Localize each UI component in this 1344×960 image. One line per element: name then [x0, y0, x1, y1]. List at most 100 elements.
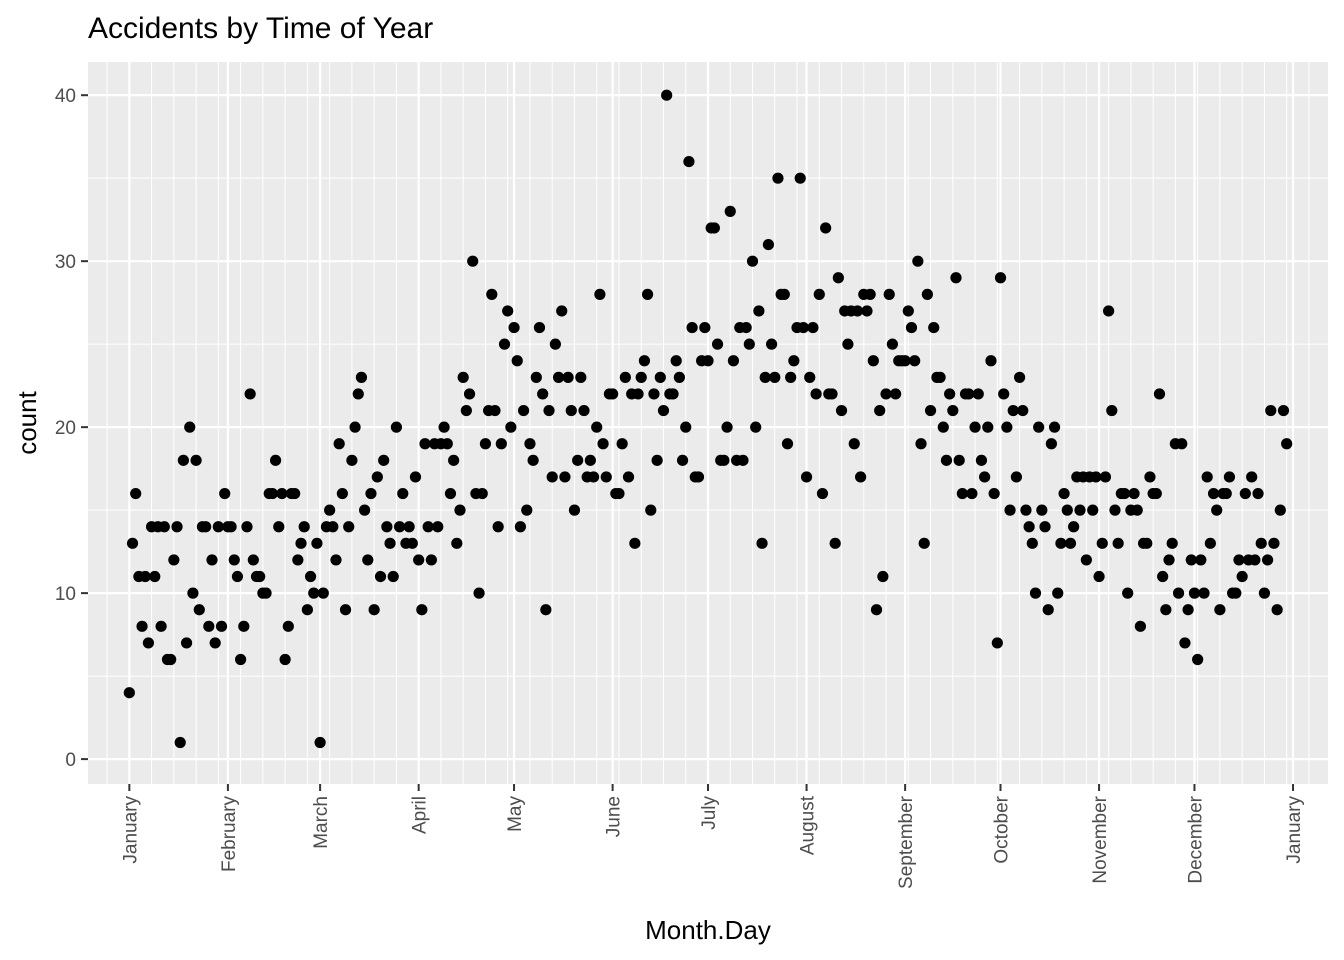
- data-point: [937, 421, 949, 433]
- data-point: [1033, 421, 1045, 433]
- data-point: [362, 554, 374, 566]
- data-point: [1179, 637, 1191, 649]
- data-point: [276, 487, 288, 500]
- data-point: [1201, 471, 1213, 483]
- y-tick-label: 0: [65, 750, 76, 771]
- data-point: [355, 371, 368, 383]
- data-point: [1274, 504, 1286, 516]
- data-point: [425, 554, 437, 566]
- data-point: [486, 288, 498, 300]
- data-point: [524, 438, 536, 450]
- data-point: [683, 155, 695, 168]
- data-point: [311, 537, 323, 549]
- data-point: [1106, 404, 1118, 417]
- data-point: [864, 288, 876, 300]
- data-point: [785, 371, 797, 383]
- data-point: [985, 355, 997, 367]
- data-point: [950, 272, 962, 284]
- data-point: [244, 388, 256, 400]
- data-point: [769, 371, 781, 383]
- data-point: [848, 438, 860, 450]
- data-point: [209, 637, 221, 649]
- data-point: [1096, 537, 1108, 549]
- data-point: [874, 404, 886, 417]
- data-point: [397, 487, 409, 500]
- data-point: [998, 388, 1010, 400]
- data-point: [235, 653, 247, 666]
- data-point: [1271, 604, 1283, 616]
- data-point: [832, 272, 844, 284]
- data-point: [1252, 487, 1264, 500]
- data-point: [1122, 587, 1134, 599]
- data-point: [432, 521, 444, 533]
- data-point: [756, 537, 768, 549]
- data-point: [804, 371, 816, 383]
- data-point: [1220, 487, 1232, 500]
- data-point: [1249, 554, 1261, 566]
- data-point: [800, 471, 813, 483]
- data-point: [451, 537, 463, 549]
- data-point: [180, 637, 193, 649]
- data-point: [622, 471, 635, 483]
- data-point: [444, 487, 457, 500]
- data-point: [638, 355, 651, 367]
- data-point: [1013, 371, 1026, 383]
- data-point: [247, 554, 259, 566]
- data-point: [1052, 587, 1064, 599]
- data-point: [1010, 471, 1023, 483]
- data-point: [368, 604, 380, 616]
- data-point: [136, 620, 148, 632]
- data-point: [1007, 404, 1019, 417]
- data-point: [673, 371, 685, 383]
- data-point: [537, 388, 549, 400]
- data-point: [902, 305, 914, 317]
- data-point: [1118, 487, 1131, 500]
- data-point: [708, 222, 720, 234]
- data-point: [654, 371, 666, 383]
- data-point: [292, 554, 304, 566]
- data-point: [142, 637, 155, 649]
- data-point: [988, 487, 1000, 500]
- y-axis: 0 10 20 30 40: [55, 86, 88, 771]
- data-point: [1281, 438, 1293, 450]
- data-point: [807, 321, 819, 334]
- data-point: [1195, 554, 1207, 566]
- data-point: [1103, 305, 1115, 317]
- data-point: [1068, 521, 1080, 533]
- data-point: [1042, 604, 1054, 616]
- data-point: [597, 438, 609, 450]
- data-point: [956, 487, 968, 500]
- data-point: [409, 471, 422, 483]
- data-point: [699, 321, 711, 334]
- x-tick-label: May: [505, 796, 526, 832]
- data-point: [298, 521, 310, 533]
- data-point: [584, 454, 596, 466]
- data-point: [953, 454, 965, 466]
- x-tick-label: August: [798, 795, 819, 855]
- data-point: [203, 620, 215, 632]
- data-point: [1182, 604, 1194, 616]
- data-point: [489, 404, 501, 417]
- data-point: [1258, 587, 1271, 599]
- data-point: [1080, 554, 1092, 566]
- data-point: [254, 570, 266, 583]
- data-point: [498, 338, 511, 350]
- data-point: [1017, 404, 1029, 417]
- data-point: [521, 504, 533, 516]
- data-point: [645, 504, 657, 516]
- data-point: [177, 454, 189, 466]
- data-point: [578, 404, 590, 417]
- data-point: [934, 371, 946, 383]
- x-tick-label: July: [699, 796, 720, 830]
- data-point: [336, 487, 348, 500]
- data-point: [266, 487, 279, 500]
- data-point: [607, 388, 619, 400]
- data-point: [473, 587, 485, 599]
- data-point: [1141, 537, 1153, 549]
- data-point: [1192, 653, 1204, 666]
- data-point: [359, 504, 371, 516]
- data-point: [1048, 421, 1061, 433]
- data-point: [1055, 537, 1067, 549]
- data-point: [1207, 487, 1220, 500]
- data-point: [762, 238, 775, 251]
